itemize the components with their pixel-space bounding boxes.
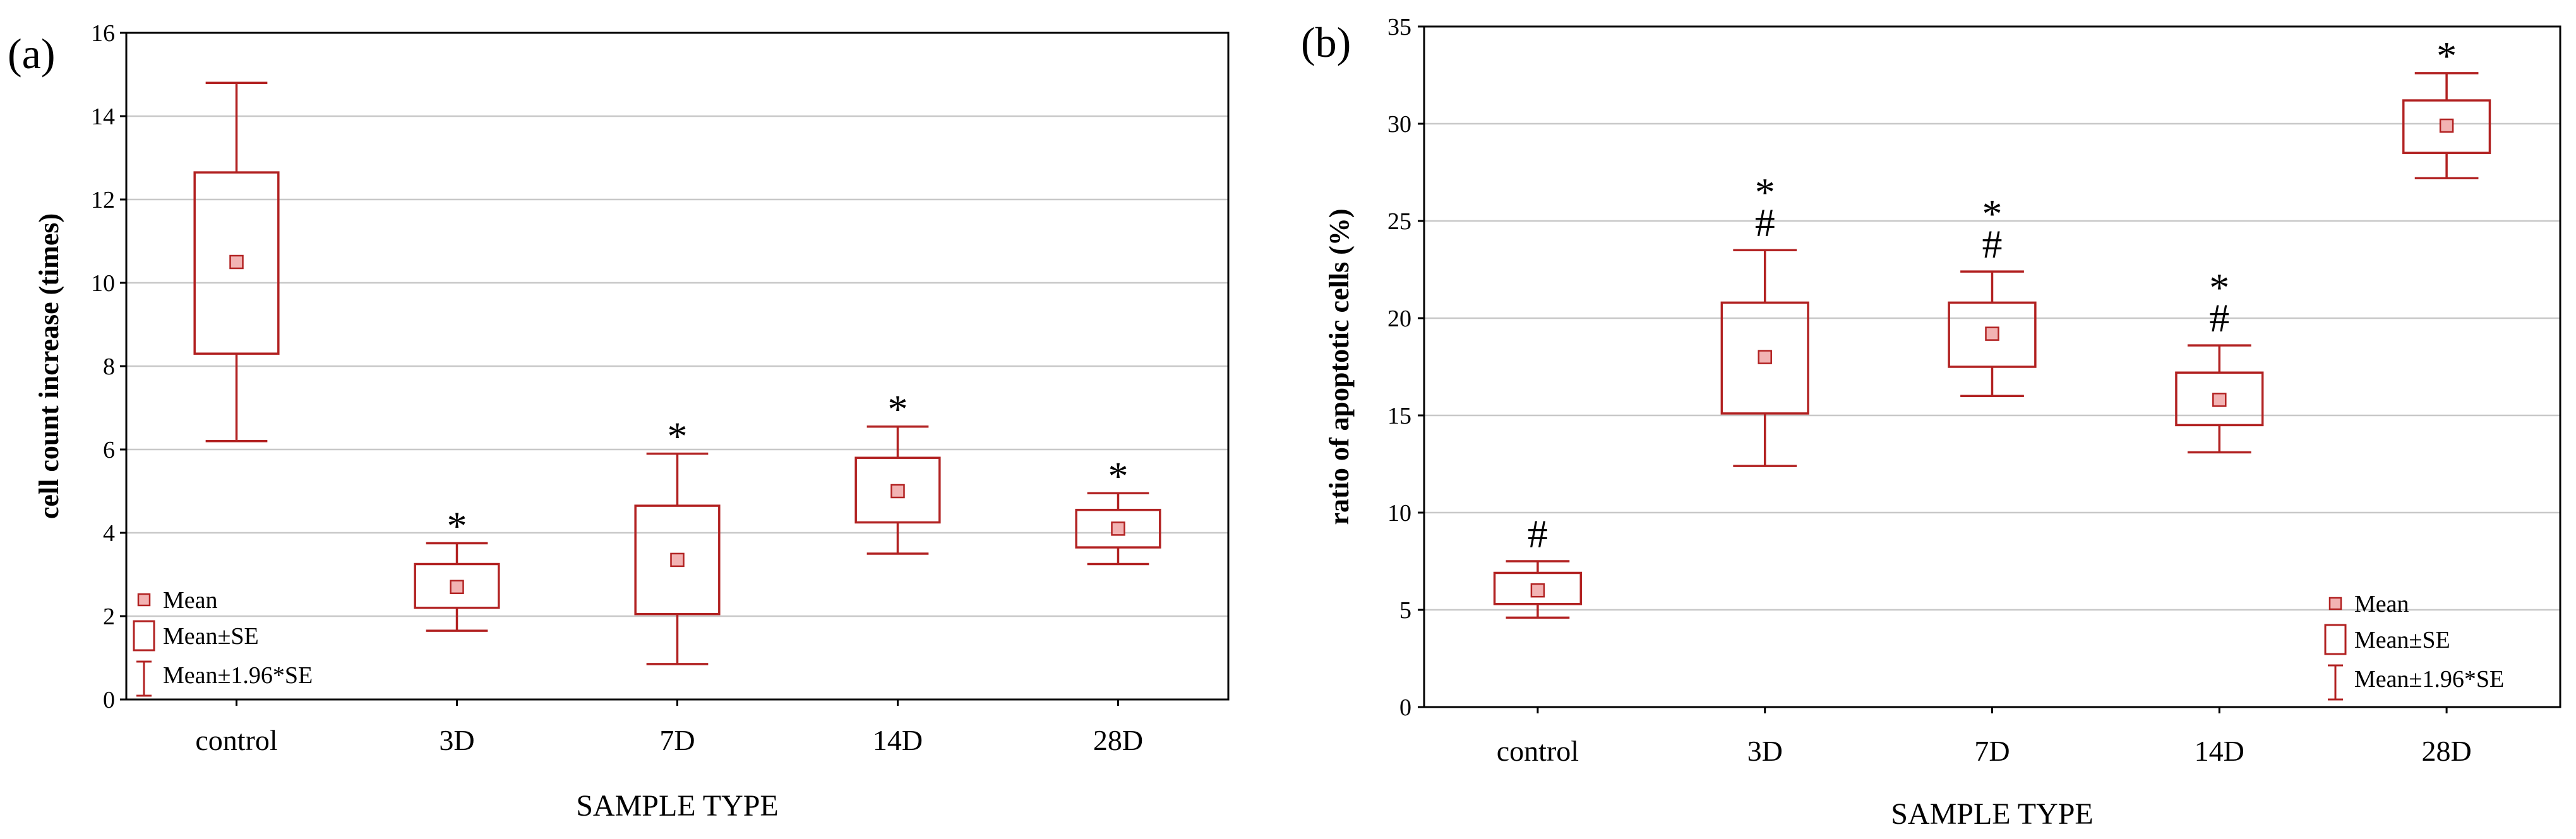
mean-marker: [2439, 118, 2454, 133]
mean-marker: [229, 254, 244, 270]
significance-asterisk: *: [447, 504, 467, 549]
x-category-label: 28D: [2421, 735, 2471, 767]
x-category-label: 14D: [2195, 735, 2244, 767]
mean-marker: [1758, 350, 1772, 364]
y-tick-label: 15: [1387, 403, 1411, 429]
y-axis-label: cell count increase (times): [33, 213, 64, 519]
x-axis-label: SAMPLE TYPE: [1891, 797, 2094, 831]
legend-label-se: Mean±SE: [163, 623, 259, 650]
x-category-label: control: [1497, 735, 1579, 767]
se-box: [414, 562, 500, 609]
y-tick-label: 14: [91, 104, 115, 130]
significance-asterisk: *: [888, 387, 908, 432]
box-28D: *: [2402, 33, 2491, 179]
y-tick-label: 2: [103, 604, 115, 630]
panel-label: (b): [1301, 18, 1351, 66]
box-3D: *: [414, 504, 500, 632]
y-tick-label: 0: [1399, 694, 1411, 721]
y-tick-label: 0: [103, 687, 115, 713]
y-tick-label: 4: [103, 520, 115, 547]
y-tick-label: 10: [91, 270, 115, 297]
se-box: [1075, 508, 1161, 549]
se-box: [193, 171, 280, 355]
se-box: [2175, 371, 2264, 427]
y-tick-label: 8: [103, 354, 115, 380]
significance-hash: #: [2209, 295, 2229, 340]
significance-hash: #: [1982, 222, 2003, 266]
box-14D: *: [854, 387, 941, 555]
mean-marker: [1111, 521, 1125, 536]
x-category-label: 7D: [1974, 735, 2010, 767]
legend-mean-marker: [2328, 597, 2342, 610]
mean-marker: [670, 552, 685, 568]
y-tick-label: 12: [91, 187, 115, 213]
panel-label: (a): [8, 30, 55, 78]
se-box: [634, 504, 721, 616]
legend-label-ci: Mean±1.96*SE: [163, 662, 313, 689]
significance-asterisk: *: [1755, 170, 1775, 215]
y-tick-label: 10: [1387, 500, 1411, 527]
x-category-label: 7D: [659, 724, 695, 756]
chart-panel-a: 0 2 4 6 8 10 12 14 16 control 3D 7D 14D 28D SAMPLE TYP…: [8, 20, 1230, 823]
se-box: [1720, 301, 1809, 415]
se-box: [854, 456, 941, 524]
significance-asterisk: *: [2209, 265, 2229, 310]
legend-label-se: Mean±SE: [2354, 627, 2450, 653]
legend-mean-marker: [137, 593, 151, 607]
se-box: [2402, 99, 2491, 154]
y-tick-label: 6: [103, 437, 115, 463]
legend-se-box: [2324, 624, 2347, 655]
box-28D: *: [1075, 453, 1161, 566]
y-tick-label: 5: [1399, 597, 1411, 624]
box-control: #: [1493, 511, 1583, 619]
x-category-label: 3D: [439, 724, 474, 756]
significance-asterisk: *: [1108, 453, 1129, 498]
x-category-label: control: [195, 724, 277, 756]
x-category-label: 28D: [1093, 724, 1143, 756]
legend-se-box: [133, 620, 155, 652]
y-tick-label: 35: [1387, 14, 1411, 40]
y-tick-label: 25: [1387, 208, 1411, 235]
significance-hash: #: [1528, 511, 1548, 556]
box-control: [193, 81, 280, 443]
box-7D: *: [634, 414, 721, 665]
x-category-label: 3D: [1747, 735, 1783, 767]
box-14D: #*: [2175, 265, 2264, 454]
legend-label-mean: Mean: [2354, 591, 2409, 617]
x-axis-label: SAMPLE TYPE: [576, 789, 779, 823]
se-box: [1493, 571, 1583, 605]
legend-label-ci: Mean±1.96*SE: [2354, 666, 2504, 693]
mean-marker: [1530, 583, 1545, 598]
y-tick-label: 20: [1387, 306, 1411, 332]
y-tick-label: 30: [1387, 111, 1411, 138]
mean-marker: [1985, 326, 1999, 341]
mean-marker: [890, 484, 905, 499]
chart-panel-b: 0 5 10 15 20 25 30 35 control 3D 7D 14D 28D SAMPLE TY…: [1301, 14, 2561, 831]
box-7D: #*: [1948, 191, 2037, 397]
significance-asterisk: *: [2436, 33, 2457, 78]
legend-label-mean: Mean: [163, 587, 218, 614]
se-box: [1948, 301, 2037, 368]
y-axis-label: ratio of apoptotic cells (%): [1324, 209, 1355, 525]
mean-marker: [450, 580, 464, 595]
legend: Mean Mean±SE Mean±1.96*SE: [2324, 591, 2504, 701]
significance-hash: #: [1755, 200, 1775, 245]
significance-asterisk: *: [1982, 191, 2003, 236]
box-3D: #*: [1720, 170, 1809, 467]
significance-asterisk: *: [668, 414, 688, 459]
x-category-label: 14D: [873, 724, 923, 756]
legend: Mean Mean±SE Mean±1.96*SE: [133, 587, 313, 697]
mean-marker: [2212, 393, 2227, 407]
y-tick-label: 16: [91, 20, 115, 47]
